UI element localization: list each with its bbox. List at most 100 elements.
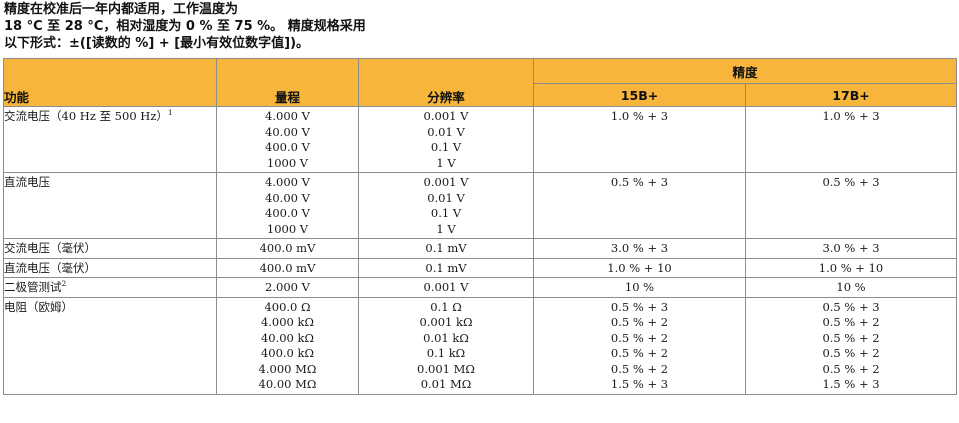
function-label: 交流电压（40 Hz 至 500 Hz） xyxy=(4,109,168,123)
cell-value: 0.001 V xyxy=(423,175,469,189)
range-cell: 400.0 mV xyxy=(216,238,359,259)
accuracy-spec-table: 功能 量程 分辨率 精度 15B+ 17B+ 交流电压（40 Hz 至 500 … xyxy=(3,58,958,395)
accuracy-17b-cell: 1.0 % + 3 xyxy=(744,106,958,173)
resolution-cell: 0.1 mV xyxy=(358,257,534,278)
cell-value: 0.001 V xyxy=(423,109,469,123)
function-cell: 直流电压（毫伏） xyxy=(3,257,217,278)
range-cell: 4.000 V 40.00 V 400.0 V 1000 V xyxy=(216,106,359,173)
table-row: 电阻（欧姆） 400.0 Ω 4.000 kΩ 40.00 kΩ 400.0 kΩ 4.0… xyxy=(3,296,958,395)
function-label: 直流电压 xyxy=(4,175,50,189)
header-resolution: 分辨率 xyxy=(358,58,534,107)
cell-value: 400.0 V xyxy=(265,206,310,220)
accuracy-15b-cell: 0.5 % + 3 0.5 % + 2 0.5 % + 2 0.5 % + 2 0.5 … xyxy=(533,296,746,395)
cell-value: 0.5 % + 2 xyxy=(822,315,880,329)
cell-value: 0.001 kΩ xyxy=(419,315,473,329)
accuracy-17b-cell: 0.5 % + 3 0.5 % + 2 0.5 % + 2 0.5 % + 2 0.5 … xyxy=(744,296,958,395)
table-row: 直流电压 4.000 V 40.00 V 400.0 V 1000 V 0.001 V 0.… xyxy=(3,172,958,239)
cell-value: 0.1 mV xyxy=(425,260,467,275)
cell-value: 0.001 V xyxy=(423,280,469,294)
cell-value: 3.0 % + 3 xyxy=(610,241,669,255)
accuracy-15b-cell: 10 % xyxy=(533,277,746,298)
function-cell: 直流电压 xyxy=(3,172,217,239)
cell-value: 1.0 % + 10 xyxy=(818,260,884,275)
cell-value: 0.5 % + 2 xyxy=(610,330,669,345)
function-label: 二极管测试 xyxy=(4,280,62,294)
cell-value: 1000 V xyxy=(266,221,309,236)
cell-value: 0.5 % + 3 xyxy=(822,299,880,314)
intro-paragraph: 精度在校准后一年内都适用，工作温度为 18 °C 至 28 °C，相对湿度为 0… xyxy=(4,1,624,52)
accuracy-17b-cell: 10 % xyxy=(744,277,958,298)
footnote-marker: 1 xyxy=(167,108,173,117)
cell-value: 400.0 kΩ xyxy=(260,346,315,360)
function-cell: 交流电压（40 Hz 至 500 Hz）1 xyxy=(3,106,217,173)
cell-value: 40.00 V xyxy=(265,124,310,139)
cell-value: 0.5 % + 2 xyxy=(822,346,880,360)
footnote-marker: 2 xyxy=(61,279,67,288)
header-model-17b: 17B+ xyxy=(744,83,958,107)
cell-value: 10 % xyxy=(624,280,655,294)
cell-value: 40.00 kΩ xyxy=(260,330,315,345)
cell-value: 0.5 % + 2 xyxy=(822,361,880,376)
range-cell: 400.0 Ω 4.000 kΩ 40.00 kΩ 400.0 kΩ 4.000 MΩ 4… xyxy=(216,296,359,395)
resolution-cell: 0.001 V xyxy=(358,277,534,298)
intro-line-2: 18 °C 至 28 °C，相对湿度为 0 % 至 75 %。 精度规格采用 xyxy=(4,19,366,34)
cell-value: 400.0 mV xyxy=(259,260,316,275)
table-row: 交流电压（40 Hz 至 500 Hz）1 4.000 V 40.00 V 400.0… xyxy=(3,106,958,173)
header-accuracy: 精度 xyxy=(532,58,958,84)
cell-value: 0.5 % + 2 xyxy=(822,330,880,345)
cell-value: 0.1 kΩ xyxy=(426,346,466,360)
cell-value: 0.5 % + 3 xyxy=(610,175,669,189)
table-row: 直流电压（毫伏） 400.0 mV 0.1 mV 1.0 % + 10 1.0 % + … xyxy=(3,257,958,278)
cell-value: 400.0 V xyxy=(265,140,310,154)
function-label: 直流电压（毫伏） xyxy=(4,260,96,275)
range-cell: 4.000 V 40.00 V 400.0 V 1000 V xyxy=(216,172,359,239)
cell-value: 0.5 % + 2 xyxy=(610,346,669,360)
cell-value: 0.01 MΩ xyxy=(420,377,472,391)
cell-value: 0.01 V xyxy=(427,190,465,205)
range-cell: 2.000 V xyxy=(216,277,359,298)
cell-value: 1.0 % + 10 xyxy=(607,260,672,275)
cell-value: 40.00 V xyxy=(265,190,310,205)
cell-value: 400.0 Ω xyxy=(264,299,311,314)
cell-value: 400.0 mV xyxy=(259,241,316,255)
accuracy-17b-cell: 3.0 % + 3 xyxy=(744,238,958,259)
cell-value: 1.0 % + 3 xyxy=(822,109,880,123)
cell-value: 4.000 V xyxy=(265,109,310,123)
cell-value: 0.01 V xyxy=(427,124,465,139)
cell-value: 1000 V xyxy=(266,155,309,170)
range-cell: 400.0 mV xyxy=(216,257,359,278)
cell-value: 4.000 kΩ xyxy=(260,315,315,329)
cell-value: 3.0 % + 3 xyxy=(822,241,880,255)
cell-value: 0.1 Ω xyxy=(430,299,462,314)
function-cell: 交流电压（毫伏） xyxy=(3,238,217,259)
cell-value: 1.5 % + 3 xyxy=(610,377,669,391)
resolution-cell: 0.1 Ω 0.001 kΩ 0.01 kΩ 0.1 kΩ 0.001 MΩ 0.01 M… xyxy=(358,296,534,395)
cell-value: 4.000 MΩ xyxy=(258,361,317,376)
accuracy-17b-cell: 1.0 % + 10 xyxy=(744,257,958,278)
function-cell: 二极管测试2 xyxy=(3,277,217,298)
cell-value: 2.000 V xyxy=(265,280,310,294)
resolution-cell: 0.1 mV xyxy=(358,238,534,259)
accuracy-15b-cell: 0.5 % + 3 xyxy=(533,172,746,239)
cell-value: 0.5 % + 3 xyxy=(610,299,669,314)
header-range: 量程 xyxy=(216,58,359,107)
table-header: 功能 量程 分辨率 精度 15B+ 17B+ xyxy=(3,58,958,107)
header-function: 功能 xyxy=(3,58,217,107)
cell-value: 4.000 V xyxy=(265,175,310,189)
accuracy-15b-cell: 1.0 % + 3 xyxy=(533,106,746,173)
accuracy-15b-cell: 1.0 % + 10 xyxy=(533,257,746,278)
function-label: 交流电压（毫伏） xyxy=(4,241,96,255)
table-row: 交流电压（毫伏） 400.0 mV 0.1 mV 3.0 % + 3 3.0 % + 3 xyxy=(3,238,958,259)
cell-value: 0.01 kΩ xyxy=(423,330,469,345)
cell-value: 40.00 MΩ xyxy=(258,377,317,391)
cell-value: 0.5 % + 2 xyxy=(610,361,669,376)
cell-value: 0.1 mV xyxy=(425,241,467,255)
intro-line-3: 以下形式：±([读数的 %] + [最小有效位数字值])。 xyxy=(4,36,310,51)
cell-value: 0.001 MΩ xyxy=(417,361,475,376)
cell-value: 0.5 % + 2 xyxy=(610,315,669,329)
accuracy-17b-cell: 0.5 % + 3 xyxy=(744,172,958,239)
header-model-15b: 15B+ xyxy=(533,83,746,107)
cell-value: 0.1 V xyxy=(430,140,462,154)
